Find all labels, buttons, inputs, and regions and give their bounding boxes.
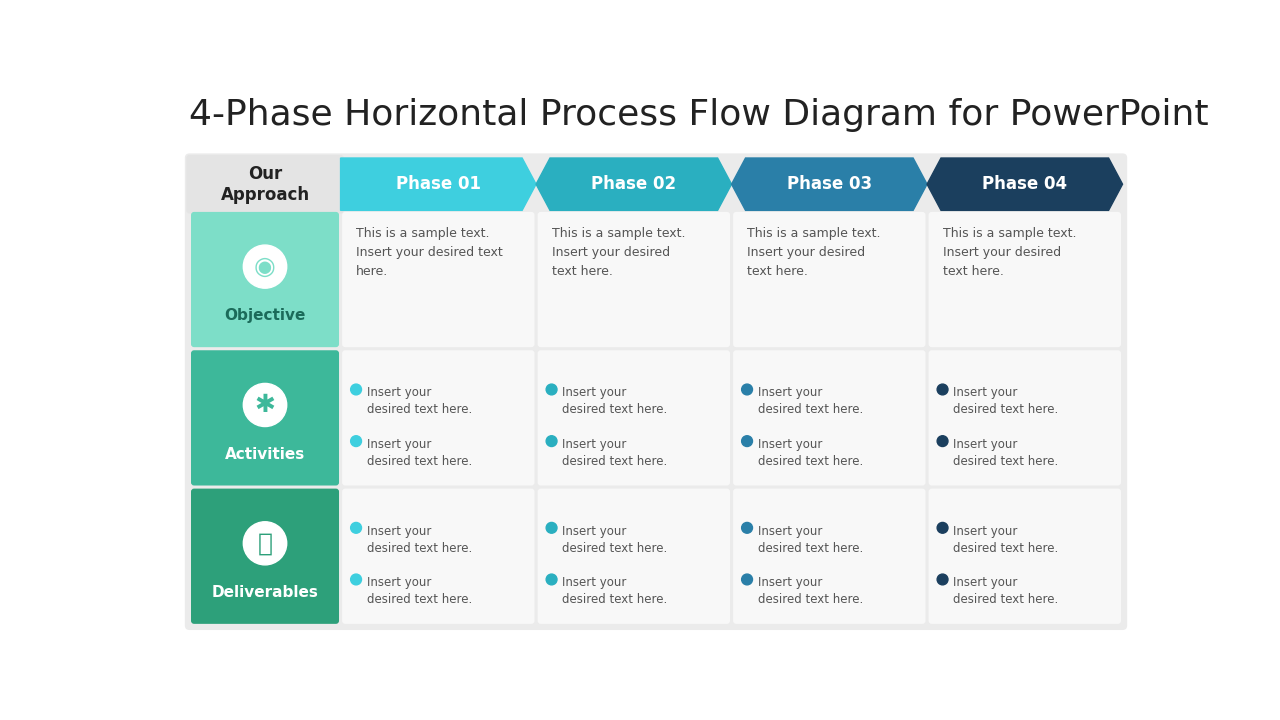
Circle shape <box>351 523 361 534</box>
FancyBboxPatch shape <box>928 489 1121 624</box>
Text: Insert your
desired text here.: Insert your desired text here. <box>758 438 863 468</box>
Text: ⧖: ⧖ <box>257 531 273 555</box>
Text: This is a sample text.
Insert your desired text
here.: This is a sample text. Insert your desir… <box>356 228 503 279</box>
Polygon shape <box>732 158 927 210</box>
Text: Deliverables: Deliverables <box>211 585 319 600</box>
Circle shape <box>351 574 361 585</box>
FancyBboxPatch shape <box>538 350 730 485</box>
Polygon shape <box>927 158 1123 210</box>
Circle shape <box>243 245 287 288</box>
Text: Objective: Objective <box>224 308 306 323</box>
Text: Insert your
desired text here.: Insert your desired text here. <box>367 577 472 606</box>
FancyBboxPatch shape <box>342 212 535 347</box>
Text: Insert your
desired text here.: Insert your desired text here. <box>367 438 472 468</box>
Circle shape <box>351 436 361 446</box>
FancyBboxPatch shape <box>733 489 925 624</box>
Text: Phase 03: Phase 03 <box>787 175 872 193</box>
FancyBboxPatch shape <box>733 350 925 485</box>
FancyBboxPatch shape <box>191 212 339 347</box>
FancyBboxPatch shape <box>928 350 1121 485</box>
Text: Activities: Activities <box>225 446 305 462</box>
Circle shape <box>937 523 948 534</box>
Circle shape <box>351 384 361 395</box>
Text: Insert your
desired text here.: Insert your desired text here. <box>758 387 863 416</box>
FancyBboxPatch shape <box>184 153 1128 630</box>
Text: Insert your
desired text here.: Insert your desired text here. <box>758 577 863 606</box>
Text: Insert your
desired text here.: Insert your desired text here. <box>758 525 863 554</box>
FancyBboxPatch shape <box>191 350 339 485</box>
Circle shape <box>243 522 287 565</box>
Circle shape <box>937 436 948 446</box>
FancyBboxPatch shape <box>342 489 535 624</box>
Text: Insert your
desired text here.: Insert your desired text here. <box>367 387 472 416</box>
Circle shape <box>741 523 753 534</box>
Circle shape <box>937 574 948 585</box>
Text: Insert your
desired text here.: Insert your desired text here. <box>954 438 1059 468</box>
Circle shape <box>243 384 287 426</box>
Polygon shape <box>340 158 536 210</box>
Circle shape <box>547 436 557 446</box>
FancyBboxPatch shape <box>342 350 535 485</box>
Circle shape <box>741 574 753 585</box>
FancyBboxPatch shape <box>538 212 730 347</box>
Text: Insert your
desired text here.: Insert your desired text here. <box>562 438 668 468</box>
Text: Phase 01: Phase 01 <box>396 175 481 193</box>
Text: Insert your
desired text here.: Insert your desired text here. <box>562 387 668 416</box>
Text: Insert your
desired text here.: Insert your desired text here. <box>954 525 1059 554</box>
Text: Insert your
desired text here.: Insert your desired text here. <box>562 525 668 554</box>
FancyBboxPatch shape <box>187 155 343 213</box>
Text: Phase 02: Phase 02 <box>591 175 676 193</box>
FancyBboxPatch shape <box>733 212 925 347</box>
Circle shape <box>547 574 557 585</box>
Text: Phase 04: Phase 04 <box>982 175 1068 193</box>
Text: ✱: ✱ <box>255 393 275 417</box>
Text: This is a sample text.
Insert your desired
text here.: This is a sample text. Insert your desir… <box>942 228 1076 279</box>
Circle shape <box>937 384 948 395</box>
Text: ◉: ◉ <box>253 255 276 279</box>
Circle shape <box>741 384 753 395</box>
Circle shape <box>547 523 557 534</box>
Text: Insert your
desired text here.: Insert your desired text here. <box>562 577 668 606</box>
Text: Insert your
desired text here.: Insert your desired text here. <box>367 525 472 554</box>
Text: 4-Phase Horizontal Process Flow Diagram for PowerPoint: 4-Phase Horizontal Process Flow Diagram … <box>189 98 1210 132</box>
FancyBboxPatch shape <box>191 489 339 624</box>
Text: Our
Approach: Our Approach <box>220 165 310 204</box>
Text: Insert your
desired text here.: Insert your desired text here. <box>954 577 1059 606</box>
Text: Insert your
desired text here.: Insert your desired text here. <box>954 387 1059 416</box>
FancyBboxPatch shape <box>928 212 1121 347</box>
Circle shape <box>547 384 557 395</box>
Polygon shape <box>536 158 732 210</box>
Text: This is a sample text.
Insert your desired
text here.: This is a sample text. Insert your desir… <box>552 228 685 279</box>
Text: This is a sample text.
Insert your desired
text here.: This is a sample text. Insert your desir… <box>748 228 881 279</box>
Circle shape <box>741 436 753 446</box>
FancyBboxPatch shape <box>538 489 730 624</box>
